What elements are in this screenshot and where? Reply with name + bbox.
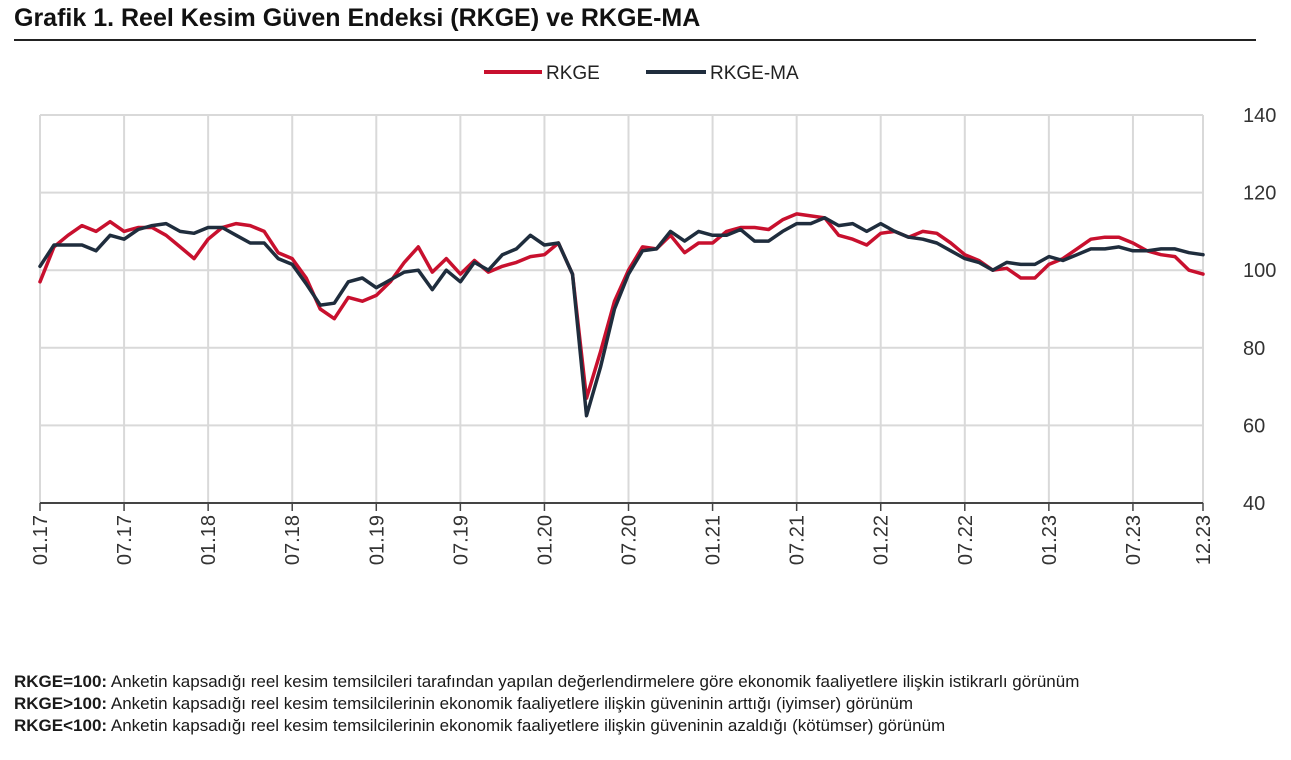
x-tick-label: 01.17 (30, 515, 52, 565)
grid (39, 114, 1204, 503)
y-tick-label: 140 (1243, 105, 1276, 127)
x-tick-label: 01.23 (1039, 515, 1061, 565)
y-tick-label: 40 (1243, 493, 1265, 515)
x-tick-label: 07.19 (450, 515, 472, 565)
x-axis: 01.17 07.17 01.18 07.18 01.19 07.19 01.20 07.20… (30, 502, 1215, 565)
x-tick-label: 07.23 (1123, 515, 1145, 565)
x-tick-label: 01.22 (871, 515, 893, 565)
chart-title: Grafik 1. Reel Kesim Güven Endeksi (RKGE… (14, 4, 701, 32)
y-axis: 140 120 100 80 60 40 (1243, 105, 1276, 515)
footnote-key: RKGE<100: (14, 716, 108, 735)
series-line-rkge-ma (38, 216, 1205, 418)
x-tick-label: 07.20 (619, 515, 641, 565)
x-tick-label: 07.18 (282, 515, 304, 565)
x-tick-label: 01.19 (366, 515, 388, 565)
legend: RKGE RKGE-MA (484, 63, 799, 84)
series (38, 212, 1205, 418)
x-tick-label: 01.18 (198, 515, 220, 565)
legend-label-rkge-ma: RKGE-MA (710, 63, 799, 84)
footnote-text: Anketin kapsadığı reel kesim temsilciler… (107, 694, 914, 713)
footnote-text: Anketin kapsadığı reel kesim temsilciler… (107, 672, 1080, 691)
footnote-equal: RKGE=100: Anketin kapsadığı reel kesim t… (14, 671, 1079, 693)
footnote-less: RKGE<100: Anketin kapsadığı reel kesim t… (14, 715, 1079, 737)
y-tick-label: 100 (1243, 260, 1276, 282)
footnote-key: RKGE>100: (14, 694, 108, 713)
footnote-key: RKGE=100: (14, 672, 108, 691)
x-tick-label: 01.20 (534, 515, 556, 565)
series-line-rkge (38, 212, 1205, 400)
x-tick-label: 01.21 (703, 515, 725, 565)
footnote-greater: RKGE>100: Anketin kapsadığı reel kesim t… (14, 693, 1079, 715)
x-tick-label: 07.22 (955, 515, 977, 565)
y-tick-label: 120 (1243, 183, 1276, 205)
footnotes: RKGE=100: Anketin kapsadığı reel kesim t… (14, 671, 1079, 737)
footnote-text: Anketin kapsadığı reel kesim temsilciler… (107, 716, 946, 735)
title-divider (14, 39, 1256, 41)
x-tick-label: 12.23 (1193, 515, 1215, 565)
legend-label-rkge: RKGE (546, 63, 600, 84)
y-tick-label: 80 (1243, 338, 1265, 360)
y-tick-label: 60 (1243, 415, 1265, 437)
x-tick-label: 07.21 (787, 515, 809, 565)
x-tick-label: 07.17 (114, 515, 136, 565)
